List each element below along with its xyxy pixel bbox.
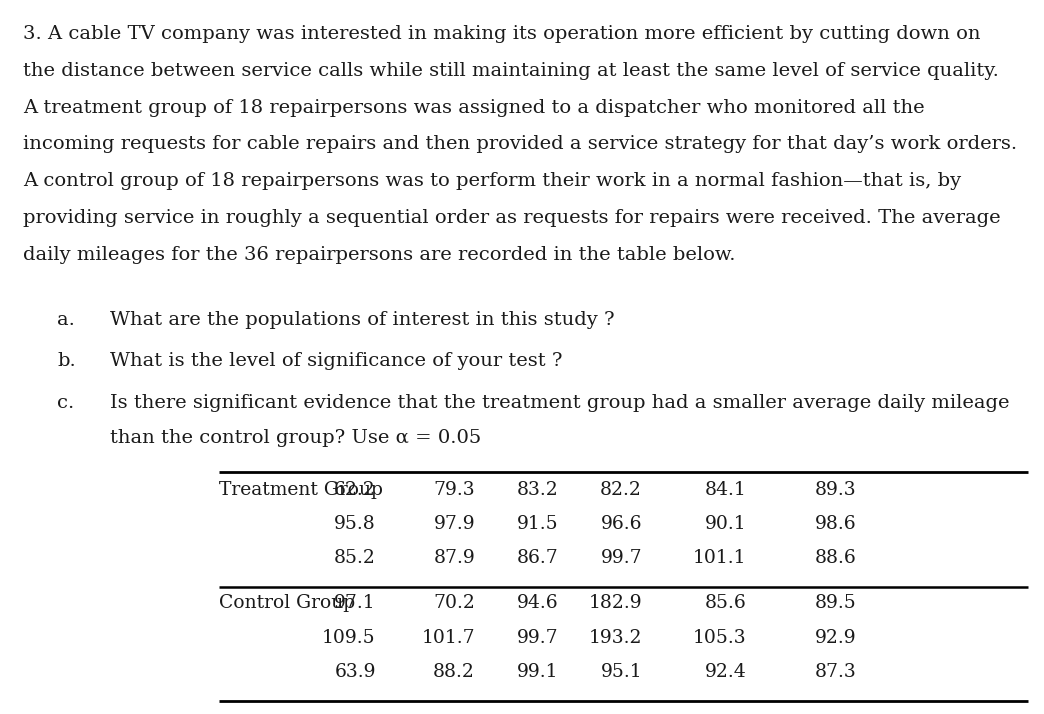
Text: than the control group? Use α = 0.05: than the control group? Use α = 0.05 (110, 429, 481, 448)
Text: 79.3: 79.3 (433, 481, 475, 499)
Text: providing service in roughly a sequential order as requests for repairs were rec: providing service in roughly a sequentia… (23, 208, 1000, 227)
Text: Is there significant evidence that the treatment group had a smaller average dai: Is there significant evidence that the t… (110, 394, 1010, 412)
Text: 109.5: 109.5 (323, 629, 376, 647)
Text: incoming requests for cable repairs and then provided a service strategy for tha: incoming requests for cable repairs and … (23, 136, 1017, 154)
Text: 101.7: 101.7 (422, 629, 475, 647)
Text: 193.2: 193.2 (589, 629, 642, 647)
Text: 99.7: 99.7 (517, 629, 559, 647)
Text: 98.6: 98.6 (814, 516, 856, 533)
Text: 87.3: 87.3 (814, 663, 856, 681)
Text: 63.9: 63.9 (334, 663, 376, 681)
Text: 182.9: 182.9 (589, 594, 642, 613)
Text: 3. A cable TV company was interested in making its operation more efficient by c: 3. A cable TV company was interested in … (23, 25, 980, 43)
Text: 88.2: 88.2 (433, 663, 475, 681)
Text: What are the populations of interest in this study ?: What are the populations of interest in … (110, 311, 614, 329)
Text: 89.5: 89.5 (814, 594, 856, 613)
Text: 89.3: 89.3 (814, 481, 856, 499)
Text: 87.9: 87.9 (433, 550, 475, 568)
Text: 105.3: 105.3 (693, 629, 746, 647)
Text: the distance between service calls while still maintaining at least the same lev: the distance between service calls while… (23, 61, 999, 80)
Text: 85.2: 85.2 (334, 550, 376, 568)
Text: 91.5: 91.5 (517, 516, 559, 533)
Text: Treatment Group: Treatment Group (219, 481, 383, 499)
Text: 95.1: 95.1 (600, 663, 642, 681)
Text: b.: b. (57, 353, 76, 371)
Text: 101.1: 101.1 (693, 550, 746, 568)
Text: 97.1: 97.1 (334, 594, 376, 613)
Text: a.: a. (57, 311, 75, 329)
Text: Control Group: Control Group (219, 594, 356, 613)
Text: 70.2: 70.2 (433, 594, 475, 613)
Text: 99.7: 99.7 (600, 550, 642, 568)
Text: 86.7: 86.7 (517, 550, 559, 568)
Text: 95.8: 95.8 (334, 516, 376, 533)
Text: 97.9: 97.9 (433, 516, 475, 533)
Text: c.: c. (57, 394, 75, 412)
Text: A treatment group of 18 repairpersons was assigned to a dispatcher who monitored: A treatment group of 18 repairpersons wa… (23, 99, 925, 116)
Text: 88.6: 88.6 (814, 550, 856, 568)
Text: 96.6: 96.6 (600, 516, 642, 533)
Text: 99.1: 99.1 (517, 663, 559, 681)
Text: 62.2: 62.2 (334, 481, 376, 499)
Text: daily mileages for the 36 repairpersons are recorded in the table below.: daily mileages for the 36 repairpersons … (23, 246, 735, 263)
Text: 85.6: 85.6 (705, 594, 746, 613)
Text: 83.2: 83.2 (517, 481, 559, 499)
Text: 84.1: 84.1 (705, 481, 746, 499)
Text: 82.2: 82.2 (600, 481, 642, 499)
Text: What is the level of significance of your test ?: What is the level of significance of you… (110, 353, 562, 371)
Text: 94.6: 94.6 (517, 594, 559, 613)
Text: 92.4: 92.4 (705, 663, 746, 681)
Text: 90.1: 90.1 (705, 516, 746, 533)
Text: A control group of 18 repairpersons was to perform their work in a normal fashio: A control group of 18 repairpersons was … (23, 172, 962, 190)
Text: 92.9: 92.9 (814, 629, 856, 647)
